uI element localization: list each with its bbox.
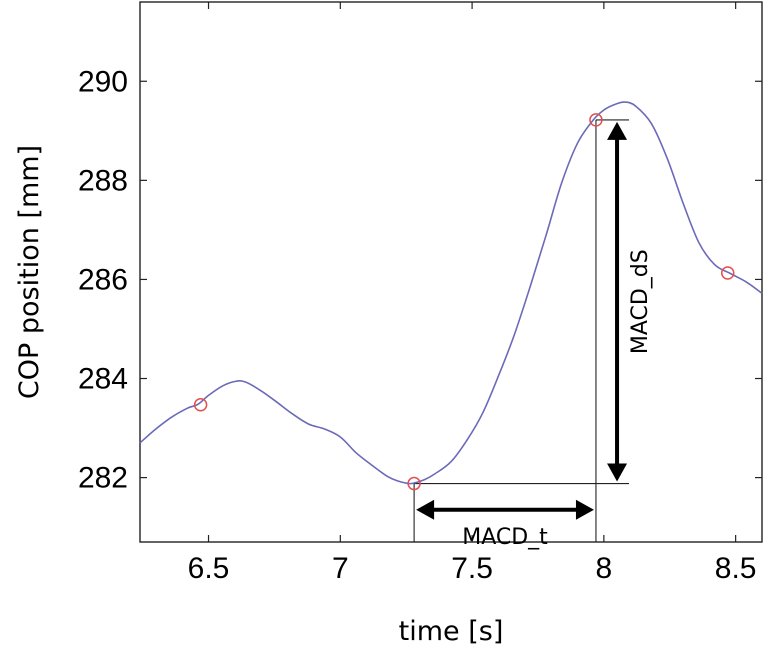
- y-axis-label: COP position [mm]: [14, 145, 45, 399]
- x-tick-label: 8.5: [715, 552, 757, 585]
- annotation-arrows: [416, 121, 628, 520]
- event-markers: [193, 113, 735, 491]
- y-tick-label: 286: [78, 263, 128, 296]
- x-tick-label: 7: [332, 552, 349, 585]
- y-axis-ticks: 282 284 286 288 290: [78, 65, 762, 495]
- cop-series-line: [139, 101, 763, 485]
- annotation-guides: [413, 119, 630, 542]
- plot-area: [139, 1, 763, 543]
- y-tick-label: 288: [78, 164, 128, 197]
- event-marker: [589, 113, 603, 127]
- macd-t-arrow-head-left: [416, 499, 435, 520]
- event-marker: [193, 398, 208, 412]
- macd-t-arrow-head-right: [575, 499, 594, 520]
- y-tick-label: 284: [78, 363, 128, 396]
- x-tick-label: 7.5: [451, 552, 493, 585]
- x-tick-label: 8: [596, 552, 613, 585]
- y-tick-label: 290: [78, 65, 128, 98]
- macd-ds-arrow-head-top: [607, 121, 628, 140]
- x-tick-label: 6.5: [188, 552, 230, 585]
- x-axis-label: time [s]: [399, 616, 504, 647]
- event-marker: [720, 266, 735, 280]
- macd-ds-arrow-head-bottom: [607, 463, 628, 482]
- macd-t-label: MACD_t: [462, 525, 548, 550]
- event-marker: [407, 476, 421, 491]
- macd-ds-label: MACD_dS: [628, 249, 653, 354]
- x-axis-ticks: 6.5 7 7.5 8 8.5: [188, 2, 757, 585]
- y-tick-label: 282: [78, 462, 128, 495]
